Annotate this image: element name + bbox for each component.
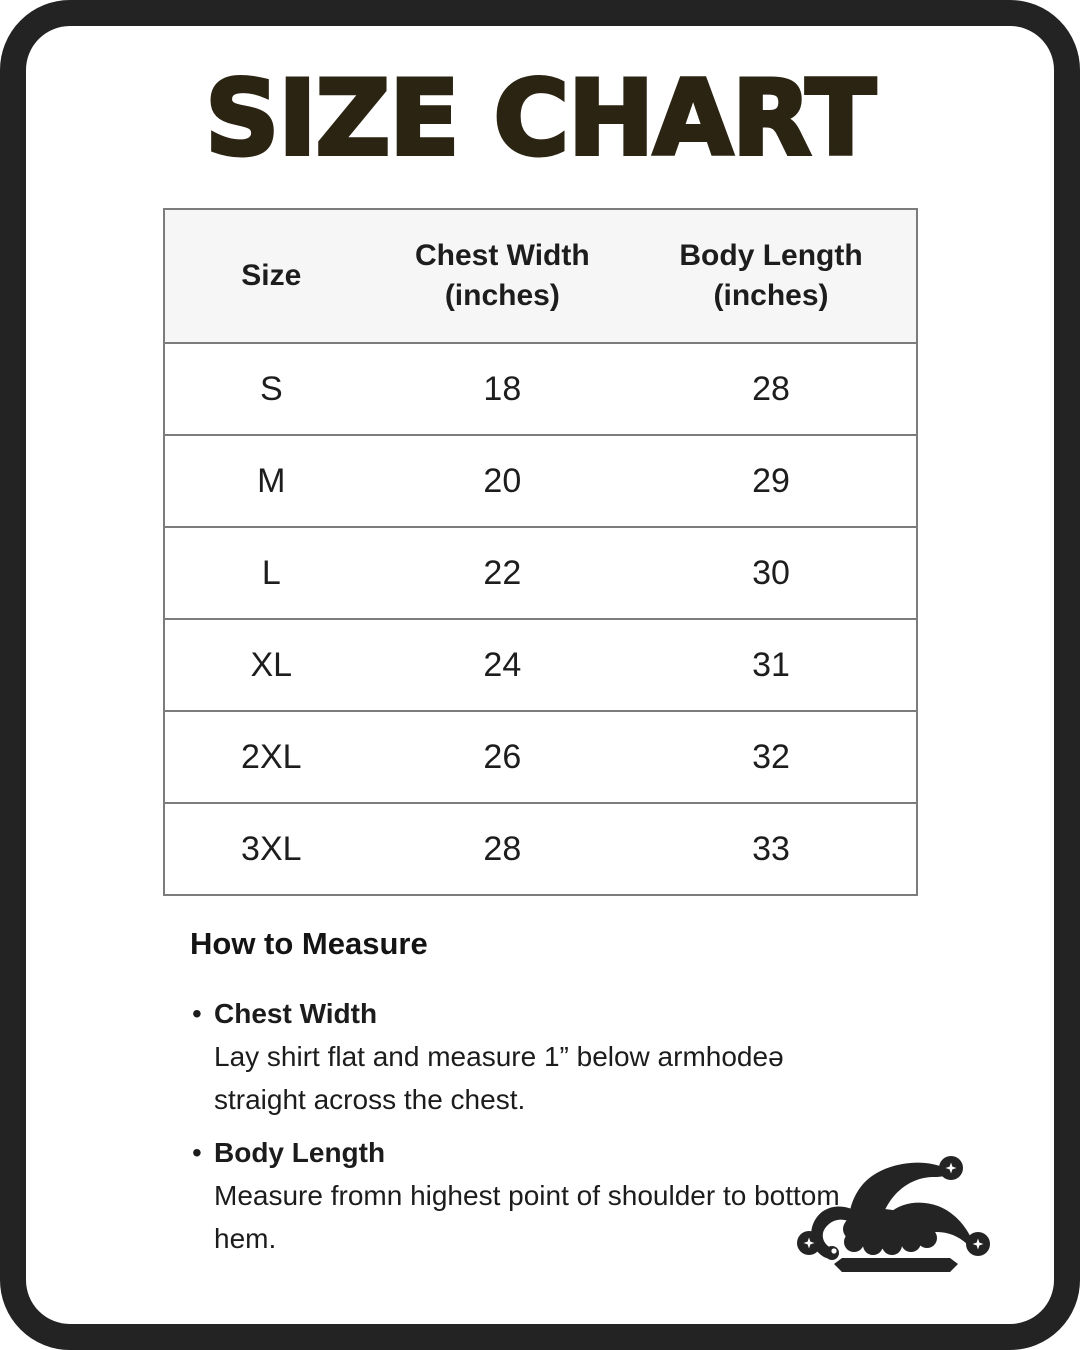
bullet-description-line: Lay shirt flat and measure 1” below armh… xyxy=(214,1041,784,1072)
column-header-chest-width: Chest Width (inches) xyxy=(378,209,627,344)
bullet-description-line: hem. xyxy=(214,1223,277,1254)
bullet-description-line: straight across the chest. xyxy=(214,1084,526,1115)
table-row: 3XL 28 33 xyxy=(163,803,917,896)
bullet-marker: • xyxy=(192,1137,202,1168)
list-item-chest-width: • Chest Width Lay shirt flat and measure… xyxy=(190,992,1054,1121)
size-value: XL xyxy=(163,619,379,712)
chest-value: 24 xyxy=(378,619,627,712)
column-header-body-length: Body Length (inches) xyxy=(626,209,917,344)
how-to-measure-section: How to Measure • Chest Width Lay shirt f… xyxy=(190,926,1054,1260)
bullet-title: Body Length xyxy=(214,1137,386,1168)
size-value: S xyxy=(163,343,379,436)
list-item-body-length: • Body Length Measure fromn highest poin… xyxy=(190,1131,1054,1260)
table-row: L 22 30 xyxy=(163,527,917,620)
table-header-row: Size Chest Width (inches) Body Length (i… xyxy=(163,209,917,344)
length-value: 30 xyxy=(626,527,917,620)
bullet-marker: • xyxy=(192,998,202,1029)
length-value: 33 xyxy=(626,803,917,896)
chest-value: 20 xyxy=(378,435,627,528)
bullet-description-line: Measure fromn highest point of shoulder … xyxy=(214,1180,840,1211)
size-table: Size Chest Width (inches) Body Length (i… xyxy=(162,208,918,896)
chest-value: 26 xyxy=(378,711,627,804)
table-row: M 20 29 xyxy=(163,435,917,528)
length-value: 32 xyxy=(626,711,917,804)
size-value: 2XL xyxy=(163,711,379,804)
table-row: S 18 28 xyxy=(163,343,917,436)
chest-value: 28 xyxy=(378,803,627,896)
bullet-title: Chest Width xyxy=(214,998,378,1029)
chest-value: 18 xyxy=(378,343,627,436)
length-value: 31 xyxy=(626,619,917,712)
size-value: 3XL xyxy=(163,803,379,896)
how-to-measure-heading: How to Measure xyxy=(190,926,428,961)
table-row: 2XL 26 32 xyxy=(163,711,917,804)
length-value: 29 xyxy=(626,435,917,528)
chest-value: 22 xyxy=(378,527,627,620)
table-row: XL 24 31 xyxy=(163,619,917,712)
size-value: L xyxy=(163,527,379,620)
jester-hat-icon xyxy=(797,1156,990,1272)
length-value: 28 xyxy=(626,343,917,436)
column-header-size: Size xyxy=(163,209,379,344)
size-value: M xyxy=(163,435,379,528)
page-title: SIZE CHART xyxy=(203,58,878,180)
